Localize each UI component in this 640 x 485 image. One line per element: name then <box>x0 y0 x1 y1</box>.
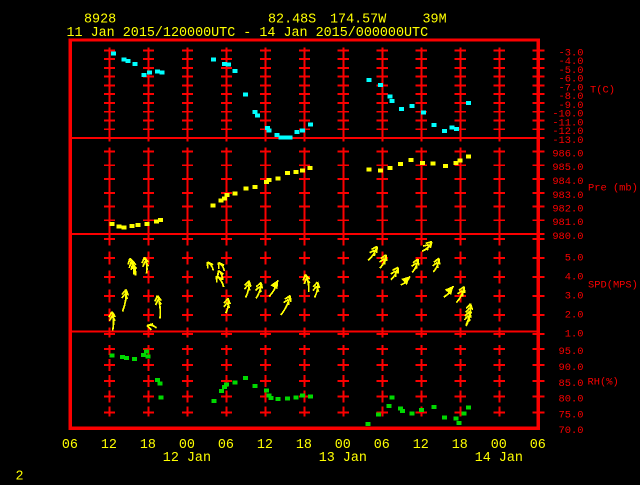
svg-text:13 Jan: 13 Jan <box>319 451 367 466</box>
svg-text:RH(%): RH(%) <box>588 376 619 388</box>
svg-text:85.0: 85.0 <box>559 378 584 390</box>
svg-text:T(C): T(C) <box>590 84 615 96</box>
svg-text:18: 18 <box>296 438 312 453</box>
svg-text:12: 12 <box>257 438 273 453</box>
svg-text:06: 06 <box>218 438 234 453</box>
svg-text:4.0: 4.0 <box>565 272 584 284</box>
svg-text:18: 18 <box>140 438 156 453</box>
svg-text:90.0: 90.0 <box>559 362 584 374</box>
svg-text:983.0: 983.0 <box>552 190 583 202</box>
svg-text:70.0: 70.0 <box>559 425 584 437</box>
svg-text:SPD(MPS): SPD(MPS) <box>588 280 638 292</box>
svg-text:2.0: 2.0 <box>565 310 584 322</box>
svg-text:18: 18 <box>452 438 468 453</box>
svg-text:12: 12 <box>413 438 429 453</box>
svg-text:2: 2 <box>16 470 24 481</box>
svg-text:982.0: 982.0 <box>552 204 583 216</box>
svg-text:12: 12 <box>101 438 117 453</box>
svg-text:11 Jan 2015/120000UTC - 14 Jan: 11 Jan 2015/120000UTC - 14 Jan 2015/0000… <box>67 26 429 41</box>
svg-text:75.0: 75.0 <box>559 410 584 422</box>
svg-text:5.0: 5.0 <box>565 253 584 265</box>
svg-text:985.0: 985.0 <box>552 162 583 174</box>
svg-text:06: 06 <box>530 438 546 453</box>
svg-text:14 Jan: 14 Jan <box>475 451 523 466</box>
svg-text:981.0: 981.0 <box>552 217 583 229</box>
svg-text:12 Jan: 12 Jan <box>163 451 211 466</box>
svg-text:06: 06 <box>62 438 78 453</box>
svg-text:06: 06 <box>374 438 390 453</box>
svg-text:984.0: 984.0 <box>552 176 583 188</box>
svg-text:986.0: 986.0 <box>552 149 583 161</box>
svg-text:-13.0: -13.0 <box>552 135 583 147</box>
svg-text:80.0: 80.0 <box>559 394 584 406</box>
svg-text:980.0: 980.0 <box>552 231 583 243</box>
svg-text:1.0: 1.0 <box>565 329 584 341</box>
svg-text:3.0: 3.0 <box>565 291 584 303</box>
svg-text:Pre (mb): Pre (mb) <box>588 183 638 195</box>
svg-text:95.0: 95.0 <box>559 346 584 358</box>
